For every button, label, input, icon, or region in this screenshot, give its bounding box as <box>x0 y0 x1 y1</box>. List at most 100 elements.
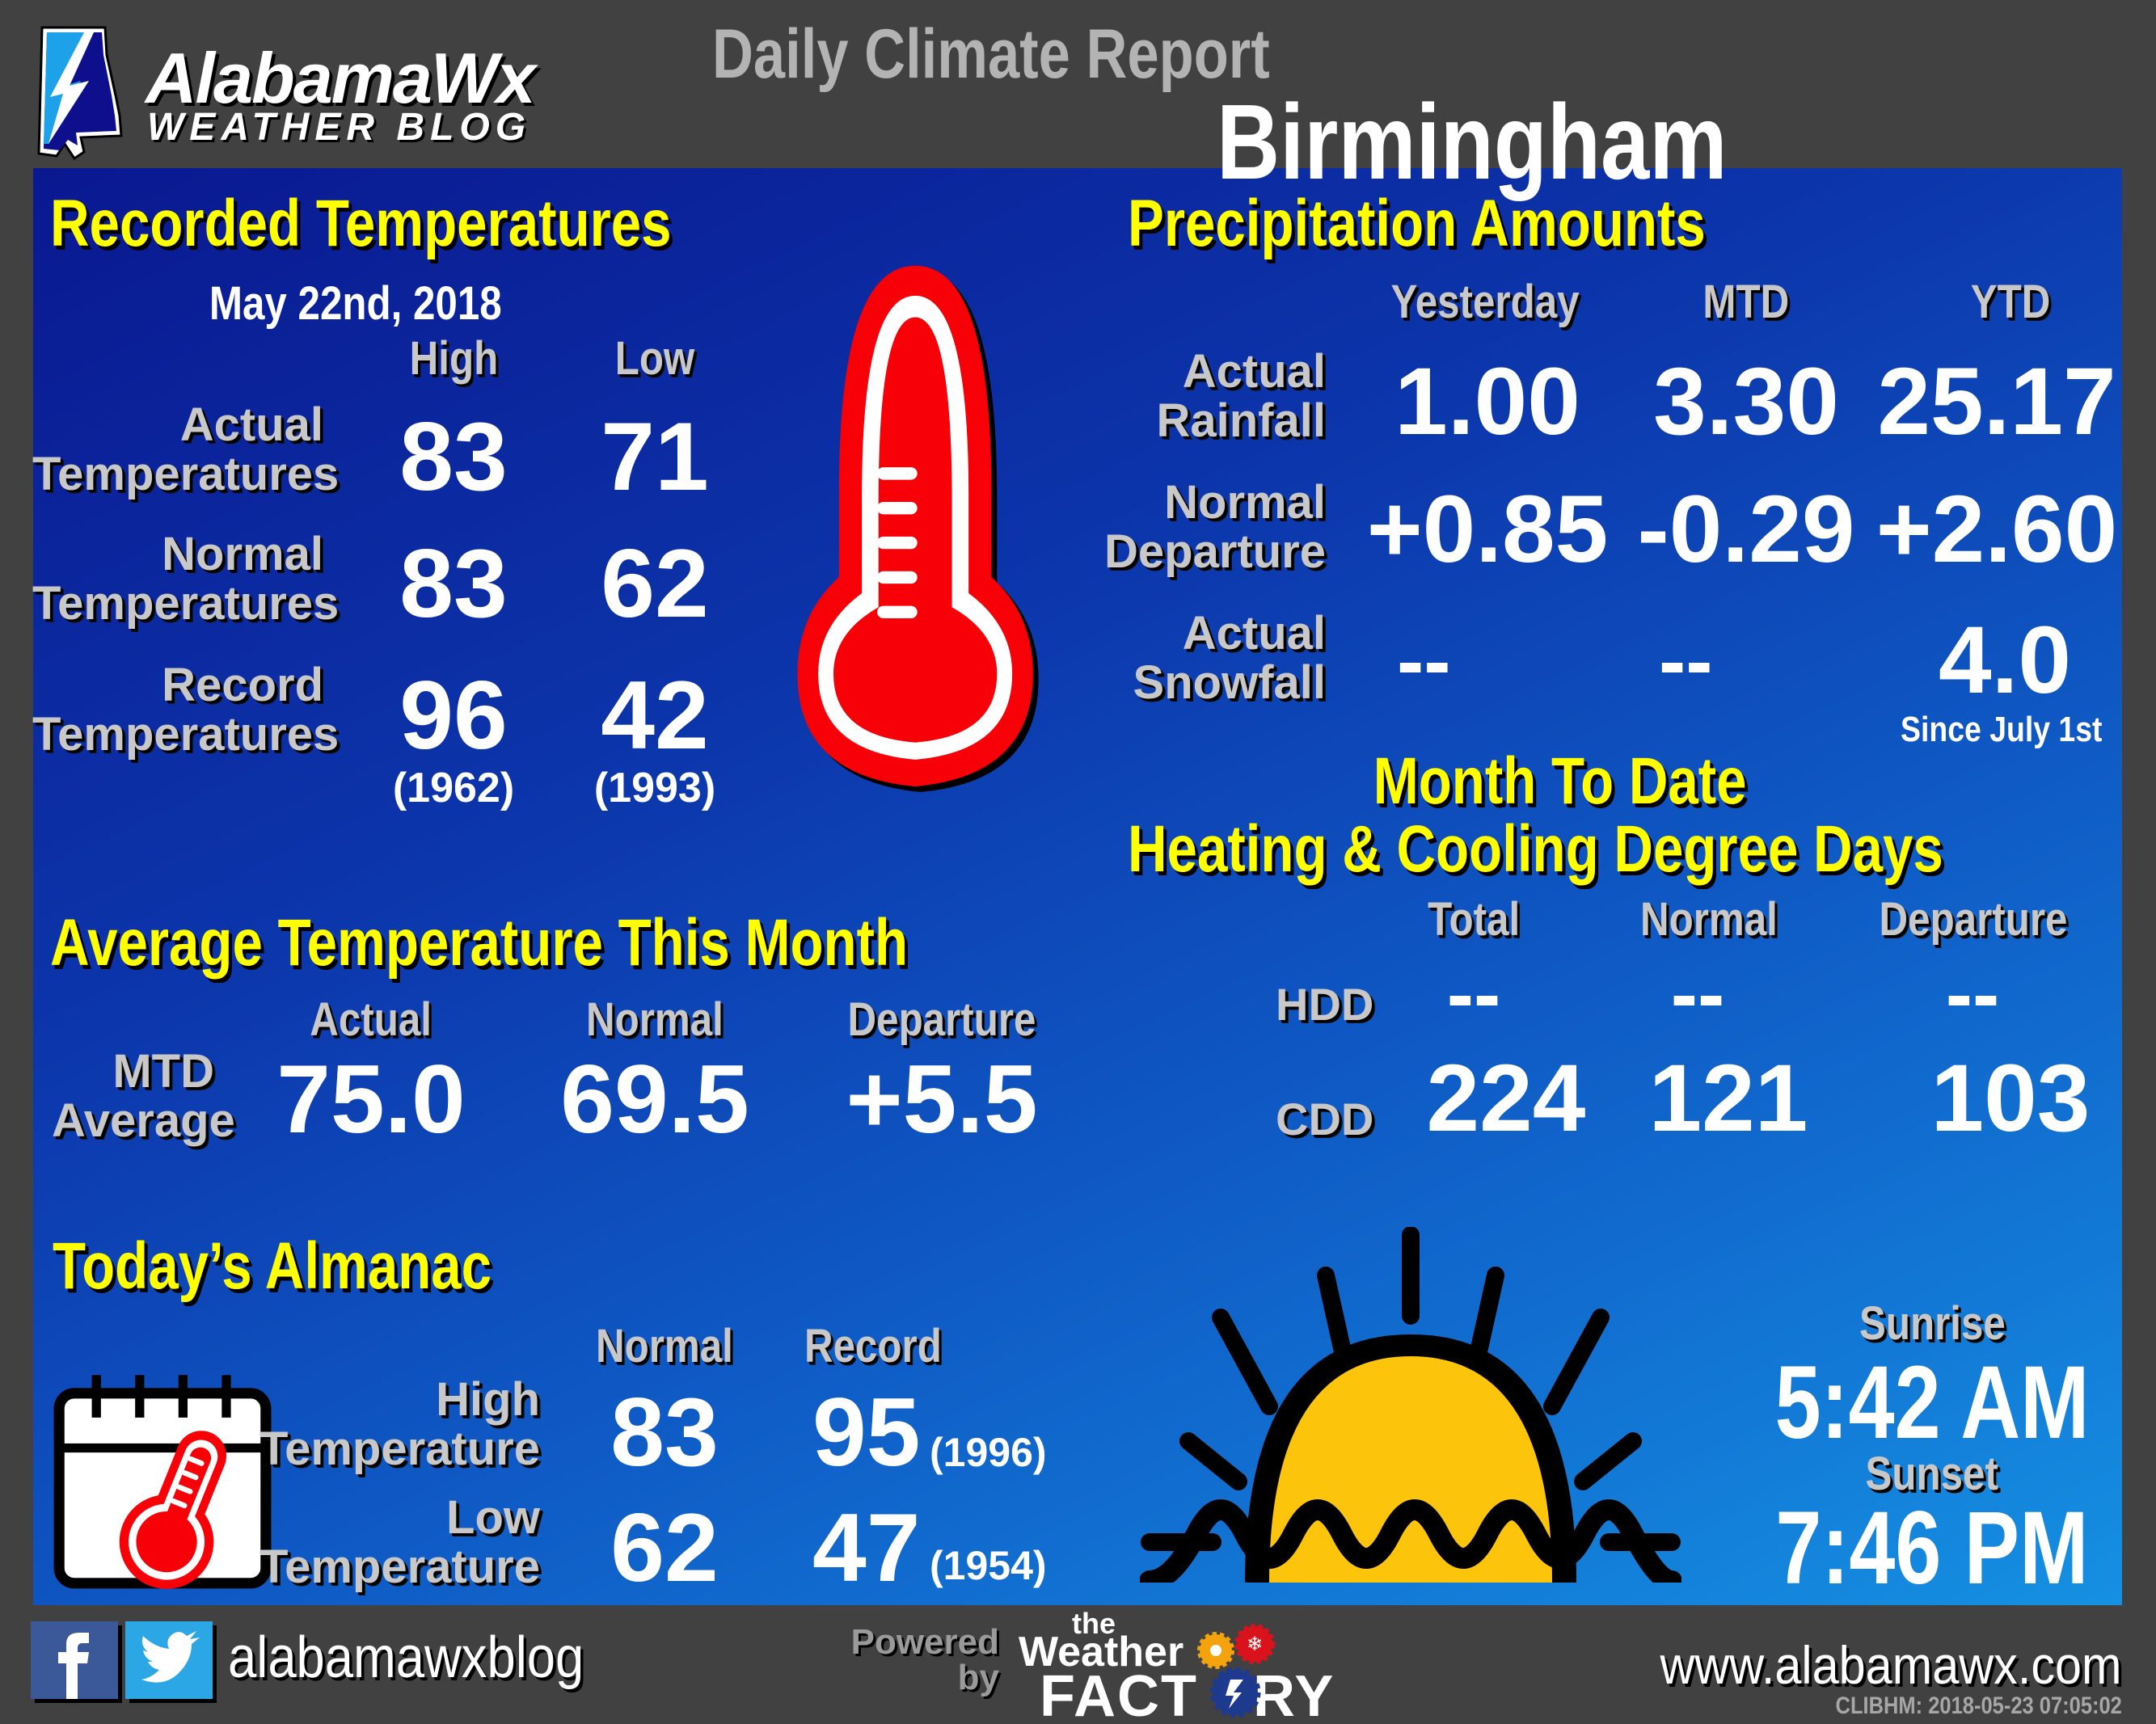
calendar-thermometer-icon <box>53 1375 272 1589</box>
climate-panel <box>33 168 2122 1605</box>
record-low-year: (1993) <box>593 765 716 811</box>
product-timestamp: CLIBHM: 2018-05-23 07:05:02 <box>1835 1692 2122 1719</box>
almanac-record-high: 95 <box>812 1378 921 1486</box>
row-label-high-temp: High Temperature <box>259 1373 540 1475</box>
report-date: May 22nd, 2018 <box>209 277 502 330</box>
sunset-label: Sunset <box>1865 1448 1999 1500</box>
row-label-mtd-average: MTD Average <box>52 1045 235 1147</box>
facebook-icon <box>58 1633 89 1699</box>
sunrise-time: 5:42 AM <box>1774 1345 2090 1461</box>
row-label-low-temp: Low Temperature <box>259 1491 540 1593</box>
sunrise-label: Sunrise <box>1859 1297 2006 1350</box>
svg-text:❄: ❄ <box>1247 1633 1263 1655</box>
twitter-button[interactable] <box>125 1621 213 1699</box>
precip-title-wrap: Precipitation Amounts <box>1128 186 1833 262</box>
city-title-wrap: Birmingham <box>1217 81 1839 203</box>
almanac-normal-high: 83 <box>610 1378 719 1486</box>
row-label-cdd: CDD <box>1276 1094 1374 1144</box>
social-handle[interactable]: alabamawxblog <box>228 1625 584 1690</box>
almanac-normal-low: 62 <box>610 1494 719 1602</box>
avg-actual-value: 75.0 <box>276 1045 466 1153</box>
row-label-normal-departure: Normal Departure <box>1104 476 1326 578</box>
powered-by-label: Powered by <box>850 1622 999 1697</box>
row-label-normal-temps: Normal Temperatures <box>32 528 340 630</box>
normal-high-value: 83 <box>399 529 508 638</box>
logo-subtitle: WEATHER BLOG <box>147 106 532 149</box>
sunset-time-wrap: 7:46 PM <box>1730 1497 2134 1600</box>
snow-season-note: Since July 1st <box>1900 710 2102 749</box>
hdd-departure-value: -- <box>1945 949 2000 1039</box>
departure-mtd-value: -0.29 <box>1637 476 1855 583</box>
col-header-total: Total <box>1427 893 1521 946</box>
snow-mtd-value: -- <box>1659 616 1713 706</box>
normal-low-value: 62 <box>601 529 709 638</box>
col-header-ytd: YTD <box>1970 276 2051 328</box>
almanac-title-wrap: Today’s Almanac <box>53 1229 588 1305</box>
facebook-button[interactable] <box>31 1621 118 1699</box>
sunrise-time-wrap: 5:42 AM <box>1730 1351 2134 1455</box>
avg-departure-value: +5.5 <box>846 1045 1038 1153</box>
cdd-total-value: 224 <box>1426 1045 1586 1152</box>
almanac-title: Today’s Almanac <box>53 1229 492 1303</box>
avg-normal-value: 69.5 <box>560 1045 749 1153</box>
rain-ytd-value: 25.17 <box>1877 348 2116 455</box>
thermometer-icon <box>797 265 1039 792</box>
degree-days-title-line2: Heating & Cooling Degree Days <box>1128 812 1943 886</box>
city-title: Birmingham <box>1217 82 1728 201</box>
cdd-departure-value: 103 <box>1930 1045 2091 1152</box>
report-title: Daily Climate Report <box>712 15 1270 93</box>
col-header-yesterday: Yesterday <box>1390 276 1580 328</box>
report-date-wrap: May 22nd, 2018 <box>162 276 550 331</box>
factory-gears-icon: ❄ <box>1197 1624 1275 1718</box>
hdd-total-value: -- <box>1446 949 1501 1039</box>
logo: AlabamaWx WEATHER BLOG <box>32 23 598 161</box>
row-label-hdd: HDD <box>1276 979 1374 1030</box>
row-label-record-temps: Record Temperatures <box>32 659 340 761</box>
record-low-value: 42 <box>601 661 709 769</box>
departure-ytd-value: +2.60 <box>1875 476 2118 583</box>
rain-yesterday-value: 1.00 <box>1394 348 1580 455</box>
alabama-lightning-logo-icon <box>37 26 123 161</box>
website-link[interactable]: www.alabamawx.com <box>1660 1635 2122 1695</box>
logo-wordmark: AlabamaWx <box>146 38 536 118</box>
record-high-value: 96 <box>399 661 508 769</box>
actual-low-value: 71 <box>601 403 709 511</box>
weather-factory-logo[interactable]: the Weather FACT RY ❄ <box>1019 1607 1335 1724</box>
col-header-avg-departure: Departure <box>847 993 1036 1046</box>
hdd-normal-value: -- <box>1670 949 1725 1039</box>
cdd-normal-value: 121 <box>1648 1045 1808 1152</box>
col-header-almanac-normal: Normal <box>596 1320 733 1372</box>
almanac-record-high-year: (1996) <box>930 1430 1047 1475</box>
avg-temp-title-wrap: Average Temperature This Month <box>50 905 1096 981</box>
col-header-high: High <box>409 332 498 385</box>
precip-title: Precipitation Amounts <box>1128 187 1706 260</box>
col-header-mtd: MTD <box>1702 276 1790 328</box>
row-label-actual-temps: Actual Temperatures <box>32 398 340 500</box>
col-header-low: Low <box>614 332 695 385</box>
degree-days-title2-wrap: Heating & Cooling Degree Days <box>1128 811 2122 887</box>
avg-temp-title: Average Temperature This Month <box>50 906 909 980</box>
degree-days-title1-wrap: Month To Date <box>1213 744 1908 820</box>
recorded-temps-title-wrap: Recorded Temperatures <box>50 186 808 262</box>
degree-days-title-line1: Month To Date <box>1373 744 1747 818</box>
rain-mtd-value: 3.30 <box>1653 348 1839 455</box>
almanac-record-low-year: (1954) <box>930 1543 1047 1588</box>
sunrise-sun-icon <box>1140 1227 1681 1583</box>
row-label-actual-rainfall: Actual Rainfall <box>1156 345 1327 447</box>
snow-yesterday-value: -- <box>1397 616 1451 706</box>
record-high-year: (1962) <box>392 765 515 811</box>
col-header-avg-actual: Actual <box>310 993 432 1046</box>
recorded-temps-title: Recorded Temperatures <box>50 187 672 260</box>
row-label-actual-snowfall: Actual Snowfall <box>1133 607 1326 709</box>
actual-high-value: 83 <box>399 403 508 511</box>
col-header-dd-normal: Normal <box>1640 893 1778 946</box>
col-header-dd-departure: Departure <box>1879 893 2068 946</box>
col-header-almanac-record: Record <box>804 1320 942 1372</box>
departure-yesterday-value: +0.85 <box>1366 476 1609 583</box>
almanac-record-low: 47 <box>812 1494 921 1602</box>
snow-ytd-value: 4.0 <box>1938 607 2072 714</box>
col-header-avg-normal: Normal <box>586 993 724 1046</box>
sunset-time: 7:46 PM <box>1775 1490 2089 1606</box>
report-title-wrap: Daily Climate Report <box>712 15 1392 95</box>
twitter-icon <box>141 1631 200 1683</box>
